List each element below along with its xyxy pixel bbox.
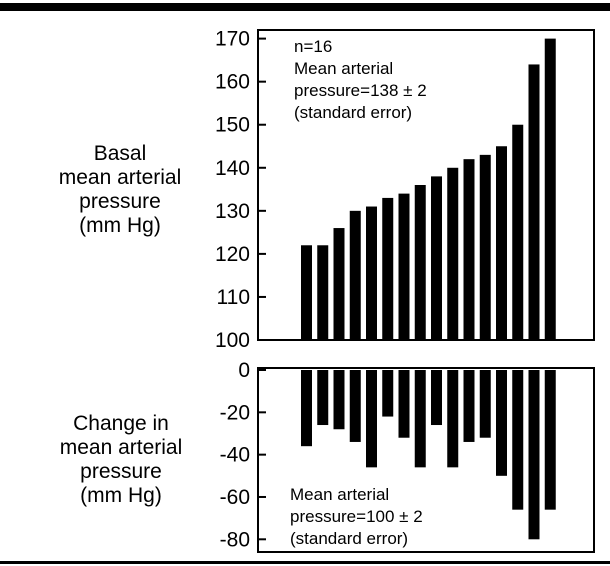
top-bar [301, 245, 312, 340]
top-bar [382, 197, 394, 340]
bottom-bar [463, 370, 475, 442]
bottom-rule [0, 561, 610, 564]
bottom-tick-label: -80 [220, 528, 250, 551]
top-tick-label: 170 [215, 28, 250, 51]
bottom-bar [431, 370, 442, 426]
top-tick-label: 130 [215, 200, 250, 223]
bottom-bar [512, 370, 524, 510]
top-annotation-line-2: pressure=138 ± 2 [294, 81, 427, 100]
bottom-bar [447, 370, 459, 468]
top-bar [414, 185, 426, 340]
top-bar [398, 193, 410, 340]
top-bar [512, 124, 524, 340]
bottom-tick-label: -40 [220, 444, 250, 467]
top-bar [463, 159, 475, 340]
bottom-annotation-line-2: pressure=100 ± 2 [290, 507, 423, 526]
top-bar [544, 38, 556, 340]
top-bar [479, 154, 491, 340]
bottom-bar [333, 370, 345, 430]
bottom-tick-label: 0 [238, 359, 250, 382]
top-tick-label: 120 [215, 243, 250, 266]
top-annotation-n: n=16 [294, 37, 332, 56]
top-bar [317, 245, 329, 340]
top-bar [366, 206, 377, 340]
bottom-annotation-line-3: (standard error) [290, 529, 408, 548]
bottom-tick-label: -60 [220, 486, 250, 509]
bottom-bar [414, 370, 426, 468]
top-bar [496, 146, 507, 340]
bottom-bar [398, 370, 410, 438]
bottom-chart-frame [257, 367, 595, 553]
bottom-annotation-line-1: Mean arterial [290, 485, 389, 504]
top-rule [0, 3, 610, 11]
top-tick-label: 140 [215, 157, 250, 180]
top-chart-y-label: Basal mean arterial pressure (mm Hg) [58, 142, 182, 237]
top-bar [431, 176, 442, 340]
top-bar [333, 228, 345, 340]
top-bar [447, 167, 459, 340]
bottom-bar [317, 370, 329, 426]
top-tick-label: 150 [215, 114, 250, 137]
bottom-bar [382, 370, 394, 417]
top-annotation-line-3: (standard error) [294, 103, 412, 122]
bottom-bar [349, 370, 361, 442]
bottom-tick-label: -20 [220, 401, 250, 424]
bottom-bar [528, 370, 540, 540]
top-tick-label: 160 [215, 71, 250, 94]
top-tick-label: 110 [217, 286, 250, 309]
top-annotation-line-1: Mean arterial [294, 59, 393, 78]
top-tick-label: 100 [215, 329, 250, 352]
bottom-bar [479, 370, 491, 438]
bottom-bar [366, 370, 377, 468]
top-chart-frame [257, 29, 595, 341]
top-bar [528, 64, 540, 340]
bottom-bar [496, 370, 507, 476]
bottom-chart-y-label: Change in mean arterial pressure (mm Hg) [59, 412, 183, 507]
bottom-bar [544, 370, 556, 510]
top-bar [349, 210, 361, 340]
bottom-bar [301, 370, 312, 447]
